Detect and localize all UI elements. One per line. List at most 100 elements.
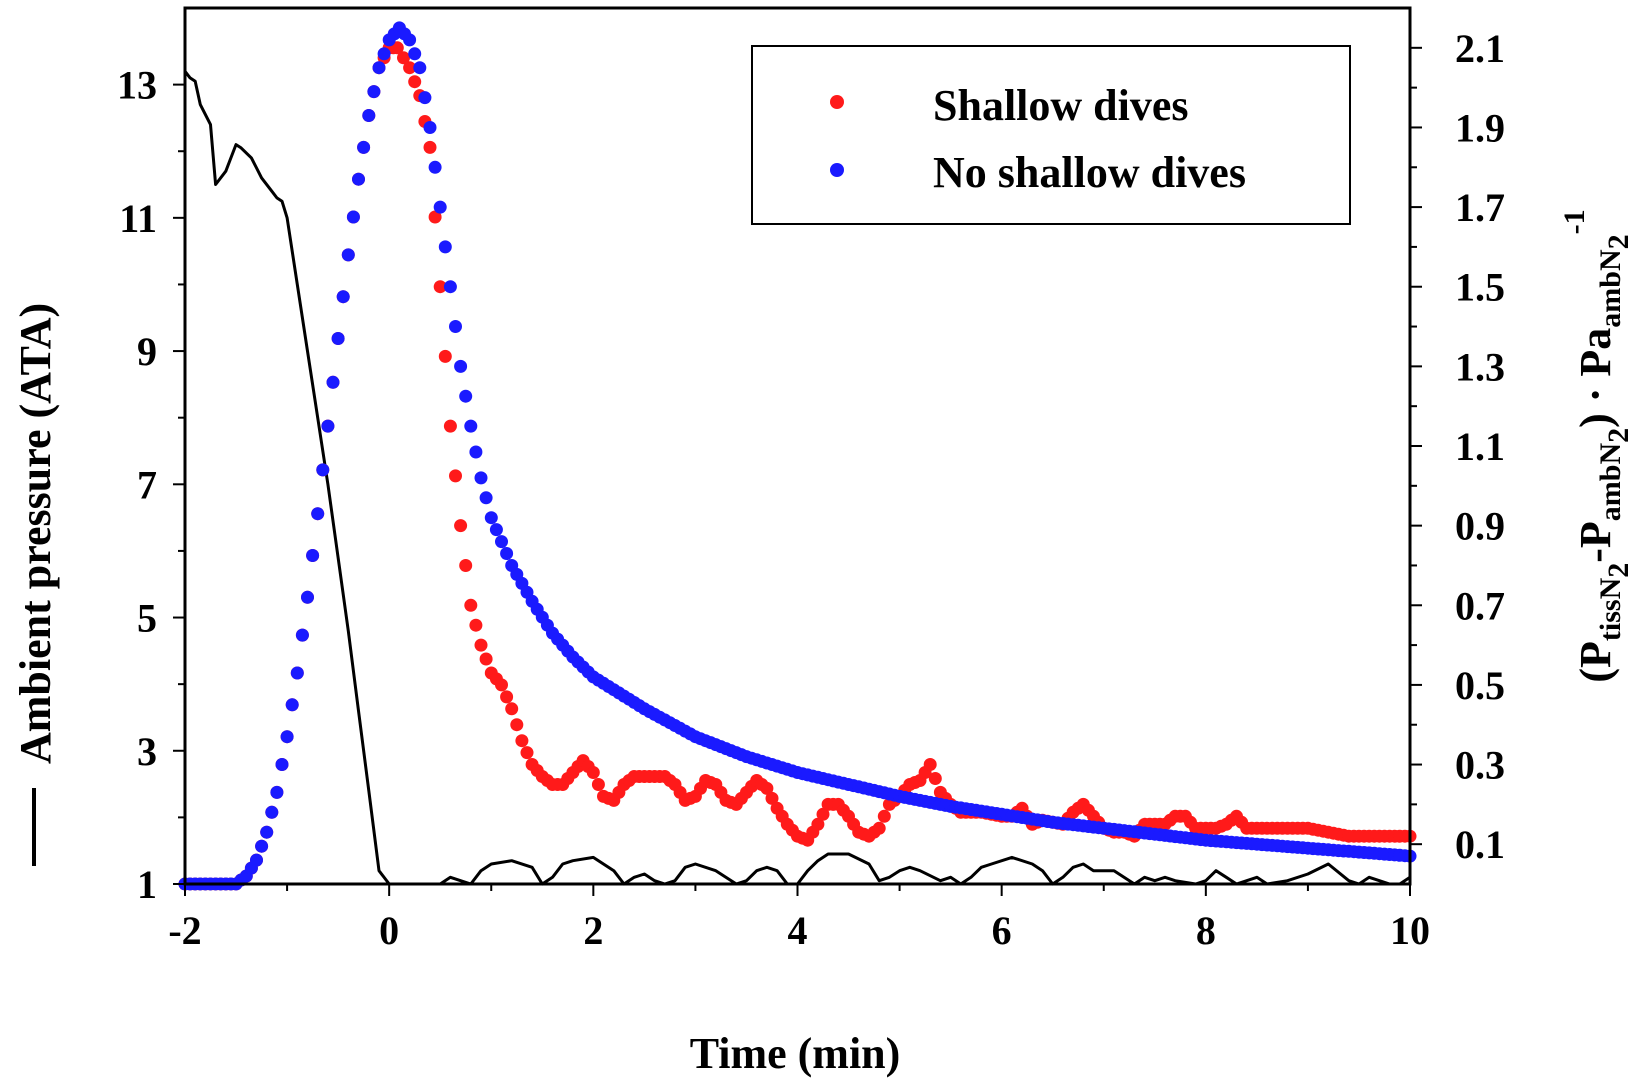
right-y-tick-label: 0.7 <box>1455 583 1505 628</box>
left-y-tick-label: 13 <box>117 63 157 108</box>
shallow-dives-point <box>408 75 422 89</box>
shallow-dives-point <box>479 652 493 666</box>
ry-sub3: ambN <box>1594 249 1627 328</box>
no-shallow-dives-point <box>408 47 422 61</box>
no-shallow-dives-series <box>178 21 1417 891</box>
no-shallow-dives-point <box>255 839 269 853</box>
no-shallow-dives-point <box>443 280 457 294</box>
ry-open: (P <box>1571 641 1620 683</box>
ry-close: ) · Pa <box>1571 328 1620 428</box>
shallow-dives-point <box>443 419 457 433</box>
shallow-dives-point <box>469 618 483 632</box>
ry-sup: -1 <box>1558 209 1591 234</box>
no-shallow-dives-point <box>265 805 279 819</box>
no-shallow-dives-point <box>306 549 320 562</box>
right-y-tick-label: 0.3 <box>1455 743 1505 788</box>
no-shallow-dives-point <box>316 463 330 477</box>
no-shallow-dives-point <box>326 375 340 389</box>
x-tick-label: 0 <box>379 908 399 953</box>
x-axis-title: Time (min) <box>690 1029 901 1078</box>
no-shallow-dives-point <box>301 590 314 604</box>
no-shallow-dives-point <box>295 628 309 642</box>
no-shallow-dives-point <box>260 825 274 839</box>
shallow-dives-point <box>520 746 534 760</box>
no-shallow-dives-point <box>377 47 391 61</box>
ry-sub1: tissN <box>1594 577 1627 641</box>
no-shallow-dives-point <box>469 445 483 459</box>
shallow-dives-point <box>449 469 462 483</box>
no-shallow-dives-point <box>423 121 437 134</box>
right-y-tick-label: 2.1 <box>1455 26 1505 71</box>
no-shallow-dives-point <box>372 61 386 75</box>
legend-marker-no-shallow <box>830 163 844 177</box>
no-shallow-dives-point <box>449 320 462 333</box>
no-shallow-dives-point <box>495 535 508 549</box>
left-y-axis-title: Ambient pressure (ATA) <box>11 303 60 764</box>
left-y-tick-label: 11 <box>119 196 157 241</box>
shallow-dives-point <box>423 140 437 154</box>
shallow-dives-point <box>816 807 830 821</box>
shallow-dives-point <box>591 778 605 791</box>
shallow-dives-point <box>928 772 942 785</box>
no-shallow-dives-point <box>336 290 350 304</box>
left-y-tick-label: 3 <box>137 729 157 774</box>
right-y-tick-label: 0.1 <box>1455 822 1505 867</box>
series-layer <box>178 21 1417 891</box>
ry-sub2b: 2 <box>1602 428 1635 443</box>
shallow-dives-point <box>760 781 774 795</box>
legend-marker-shallow <box>830 95 844 109</box>
no-shallow-dives-point <box>479 491 493 505</box>
legend-label-shallow: Shallow dives <box>933 81 1189 130</box>
ambient-pressure-line <box>183 70 1411 886</box>
no-shallow-dives-point <box>346 210 360 224</box>
right-y-axis-title: (PtissN2-PambN2) · PaambN2-1 <box>1558 209 1635 682</box>
no-shallow-dives-point <box>489 523 503 537</box>
shallow-dives-point <box>397 51 410 65</box>
ry-sub1b: 2 <box>1602 563 1635 578</box>
legend-box <box>751 45 1351 225</box>
shallow-dives-point <box>433 280 447 294</box>
no-shallow-dives-point <box>362 109 376 122</box>
right-y-tick-label: 0.9 <box>1455 504 1505 549</box>
right-y-axis: 0.1 0.3 0.5 0.7 0.9 1.1 1.3 1.5 1.7 1.9 2.1 <box>1410 26 1505 867</box>
shallow-dives-point <box>877 809 891 823</box>
right-y-tick-label: 1.9 <box>1455 105 1505 150</box>
x-tick-label: 10 <box>1390 908 1430 953</box>
x-tick-label: 6 <box>992 908 1012 953</box>
right-y-axis-title-group: (PtissN2-PambN2) · PaambN2-1 <box>1558 209 1635 682</box>
shallow-dives-point <box>586 766 600 779</box>
shallow-dives-point <box>495 678 508 692</box>
no-shallow-dives-point <box>290 666 304 680</box>
right-y-tick-label: 0.5 <box>1455 663 1505 708</box>
no-shallow-dives-point <box>341 248 355 262</box>
no-shallow-dives-point <box>367 85 381 99</box>
shallow-dives-point <box>474 638 488 652</box>
no-shallow-dives-point <box>418 91 432 105</box>
shallow-dives-point <box>515 734 529 748</box>
shallow-dives-point <box>390 41 404 55</box>
shallow-dives-point <box>923 758 937 771</box>
no-shallow-dives-point <box>285 698 299 712</box>
no-shallow-dives-point <box>280 730 294 744</box>
shallow-dives-point <box>811 817 825 831</box>
x-tick-label: -2 <box>168 908 201 953</box>
left-y-axis-title-group: Ambient pressure (ATA) <box>11 303 60 866</box>
right-y-tick-label: 1.7 <box>1455 185 1505 230</box>
left-y-tick-label: 1 <box>137 862 157 907</box>
no-shallow-dives-point <box>484 511 498 525</box>
shallow-dives-point <box>438 349 452 363</box>
shallow-dives-point <box>454 519 468 533</box>
ry-sub2: ambN <box>1594 443 1627 522</box>
no-shallow-dives-point <box>311 507 325 521</box>
no-shallow-dives-point <box>275 758 289 771</box>
no-shallow-dives-point <box>403 33 417 47</box>
shallow-dives-point <box>403 61 417 75</box>
right-y-tick-label: 1.5 <box>1455 265 1505 310</box>
x-tick-label: 2 <box>583 908 603 953</box>
left-y-tick-label: 7 <box>137 462 157 507</box>
ry-sub3b: 2 <box>1602 234 1635 249</box>
shallow-dives-point <box>464 598 478 612</box>
ry-mid: -P <box>1571 521 1620 563</box>
no-shallow-dives-point <box>270 785 284 799</box>
left-y-tick-label: 9 <box>137 329 157 374</box>
